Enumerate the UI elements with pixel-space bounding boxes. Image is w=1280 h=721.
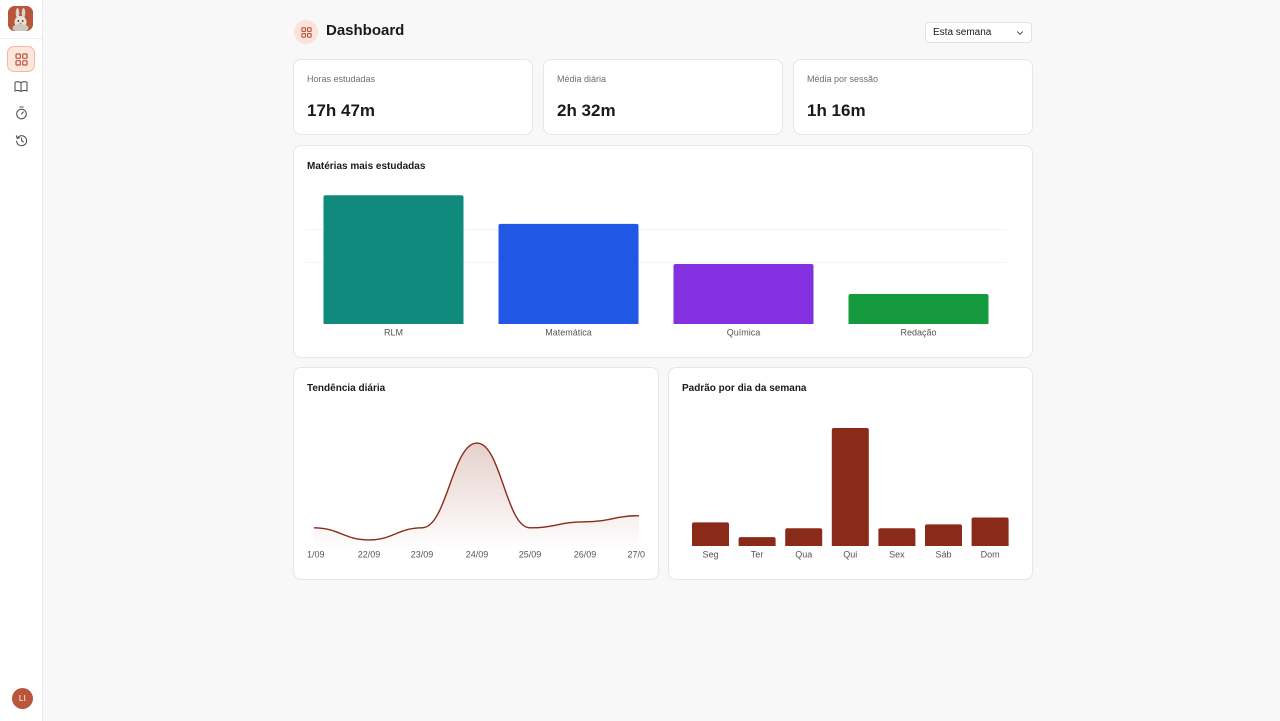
weekday-chart-card: Padrão por dia da semana Seg Ter Qua Qui Sex… xyxy=(668,367,1033,580)
x-tick-label: Química xyxy=(727,328,761,338)
timer-icon xyxy=(15,106,27,120)
sidebar: LI xyxy=(0,0,43,721)
stat-label: Horas estudadas xyxy=(307,74,376,84)
stat-value: 2h 32m xyxy=(557,101,616,120)
x-tick-label: Redação xyxy=(900,328,936,338)
x-tick-label: 25/09 xyxy=(519,550,542,560)
dashboard-grid-icon xyxy=(300,26,312,38)
x-tick-label: 1/09 xyxy=(307,550,325,560)
stat-card-daily-average: Média diária 2h 32m xyxy=(543,59,783,135)
x-tick-label: 23/09 xyxy=(411,550,434,560)
bar[interactable] xyxy=(925,524,962,546)
x-tick-label: Qui xyxy=(843,550,857,560)
bar[interactable] xyxy=(498,223,639,324)
book-open-icon xyxy=(14,80,28,92)
chart-title: Padrão por dia da semana xyxy=(682,383,807,394)
stat-card-session-average: Média por sessão 1h 16m xyxy=(793,59,1033,135)
x-tick-label: Dom xyxy=(981,550,1000,560)
trend-chart-card: Tendência diária 1/09 22/09 23/09 24/09 25/0… xyxy=(293,367,659,580)
bar[interactable] xyxy=(692,522,729,546)
bar[interactable] xyxy=(971,517,1009,546)
bar[interactable] xyxy=(831,428,869,546)
x-tick-label: Qua xyxy=(795,550,812,560)
bar[interactable] xyxy=(738,537,776,546)
bar[interactable] xyxy=(878,528,916,546)
x-tick-label: Ter xyxy=(751,550,764,560)
trend-area-chart: 1/09 22/09 23/09 24/09 25/09 26/09 27/0 xyxy=(307,442,645,560)
nav-dashboard[interactable] xyxy=(7,46,35,72)
bar[interactable] xyxy=(785,528,823,546)
period-select[interactable]: Esta semana xyxy=(925,22,1032,43)
trend-line[interactable] xyxy=(313,442,640,541)
nav-subjects[interactable] xyxy=(7,73,35,99)
nav-timer[interactable] xyxy=(7,100,35,126)
page-title-icon xyxy=(294,20,318,44)
x-tick-label: 26/09 xyxy=(574,550,597,560)
stat-label: Média por sessão xyxy=(807,74,879,84)
stat-card-hours: Horas estudadas 17h 47m xyxy=(293,59,533,135)
x-tick-label: Sex xyxy=(889,550,905,560)
bar[interactable] xyxy=(323,195,464,324)
history-icon xyxy=(15,134,27,146)
sidebar-divider xyxy=(0,38,43,39)
weekday-bar-chart: Seg Ter Qua Qui Sex Sáb Dom xyxy=(692,428,1009,560)
x-tick-label: Seg xyxy=(702,550,718,560)
stat-value: 1h 16m xyxy=(807,101,866,120)
bar[interactable] xyxy=(673,263,814,324)
chart-title: Matérias mais estudadas xyxy=(307,161,426,172)
x-tick-label: Matemática xyxy=(545,328,592,338)
stat-label: Média diária xyxy=(557,74,607,84)
rabbit-logo-icon xyxy=(8,6,33,31)
subjects-bar-chart: RLM Matemática Química Redação xyxy=(306,195,1006,338)
area-fill xyxy=(314,443,639,546)
x-tick-label: 27/0 xyxy=(627,550,645,560)
x-tick-label: Sáb xyxy=(935,550,951,560)
x-tick-label: 22/09 xyxy=(358,550,381,560)
chart-title: Tendência diária xyxy=(307,383,386,394)
nav-history[interactable] xyxy=(7,127,35,153)
subjects-chart-card: Matérias mais estudadas RLM Matemática Quí… xyxy=(293,145,1033,358)
dashboard-grid-icon xyxy=(14,52,28,66)
chevron-down-icon xyxy=(1017,30,1023,35)
user-avatar[interactable]: LI xyxy=(12,688,33,709)
page-title: Dashboard xyxy=(326,22,405,39)
x-tick-label: 24/09 xyxy=(466,550,489,560)
period-select-value: Esta semana xyxy=(933,27,992,38)
stat-value: 17h 47m xyxy=(307,101,376,120)
bar[interactable] xyxy=(848,293,989,324)
app-logo[interactable] xyxy=(8,6,33,31)
x-tick-label: RLM xyxy=(384,328,403,338)
